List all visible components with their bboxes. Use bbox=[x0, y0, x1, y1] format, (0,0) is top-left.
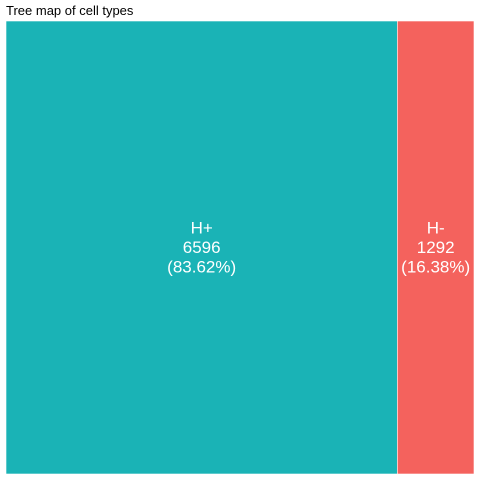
tile-label-name: H+ bbox=[191, 218, 213, 237]
chart-title: Tree map of cell types bbox=[6, 3, 134, 18]
tile-label-value: 1292 bbox=[417, 238, 455, 257]
tile-label-percent: (83.62%) bbox=[167, 257, 236, 276]
tile-label-percent: (16.38%) bbox=[401, 257, 470, 276]
treemap-tile-1 bbox=[397, 20, 475, 475]
tile-label-value: 6596 bbox=[183, 238, 221, 257]
tile-label-name: H- bbox=[427, 218, 445, 237]
